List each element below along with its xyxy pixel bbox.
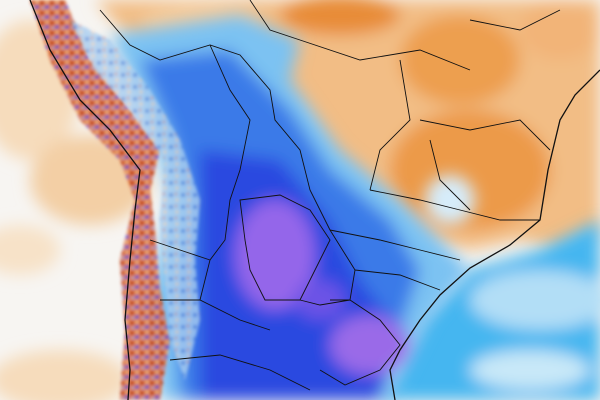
cold-anomaly <box>110 15 475 400</box>
atlantic-anomaly <box>380 220 600 400</box>
altiplano-anomaly <box>70 20 200 380</box>
andes-anomaly <box>30 0 170 400</box>
borders <box>99 0 561 391</box>
coastline <box>29 0 600 400</box>
